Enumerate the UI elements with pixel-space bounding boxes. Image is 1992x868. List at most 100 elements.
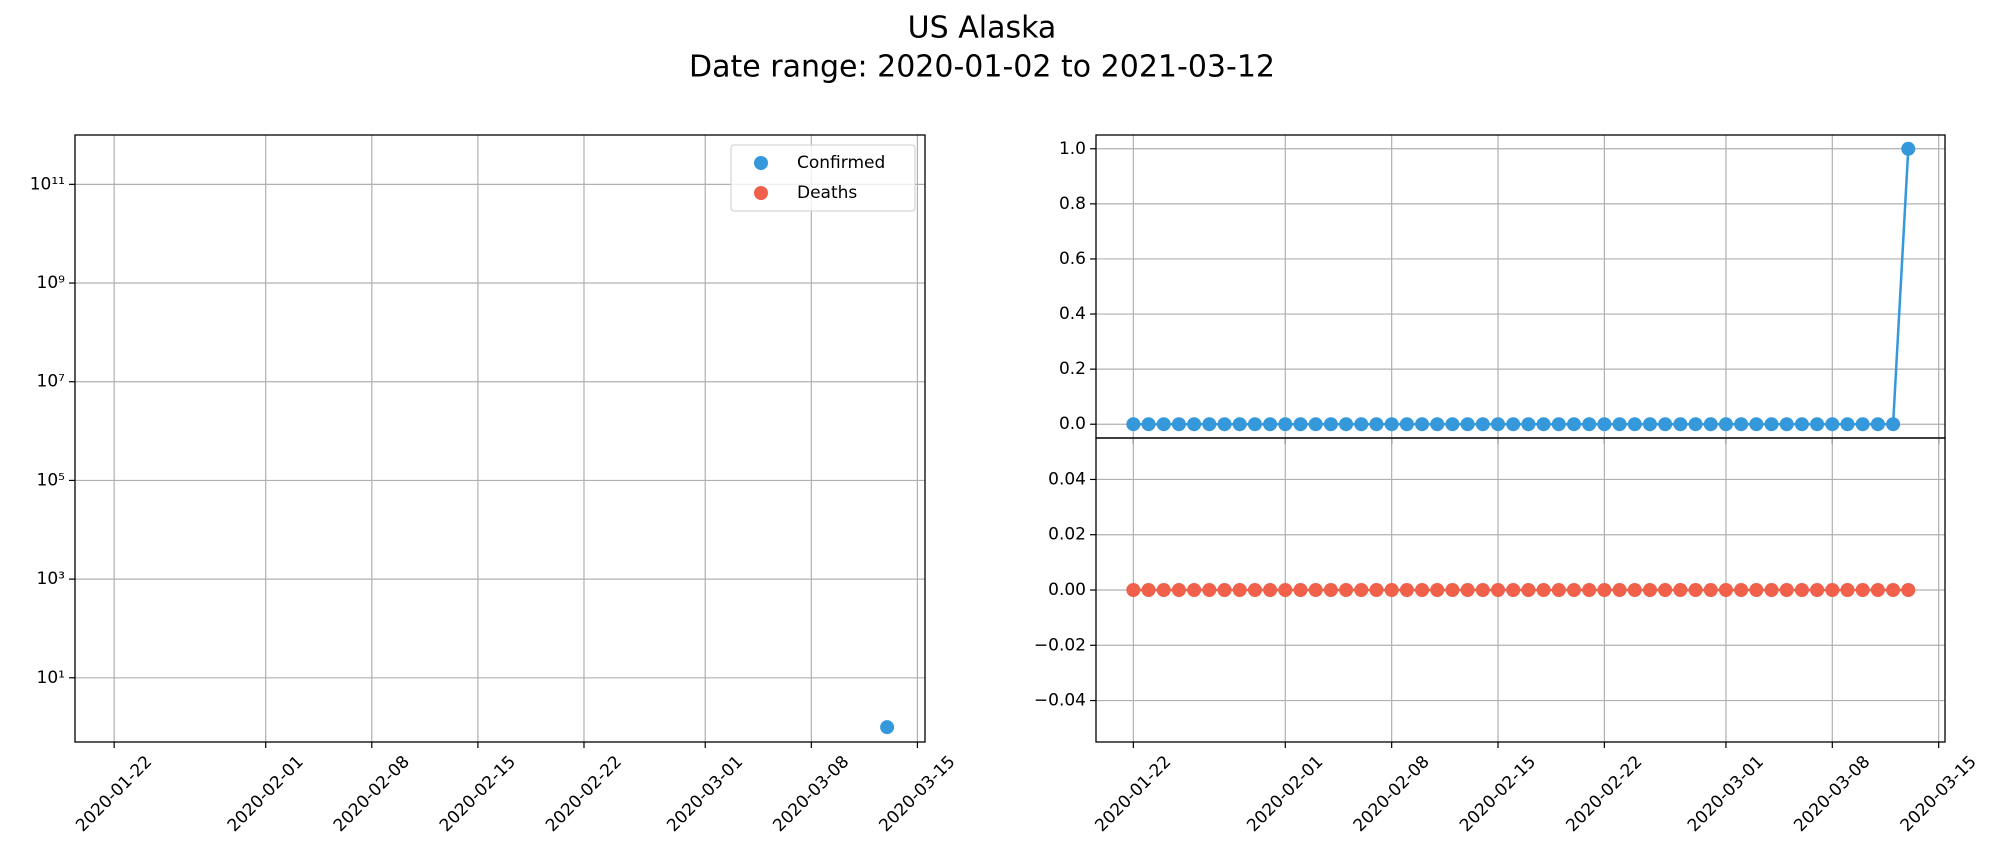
x-tick-label: 2020-02-22 <box>542 752 626 836</box>
data-point <box>1749 417 1764 432</box>
data-point <box>1475 417 1490 432</box>
data-point <box>1521 583 1536 597</box>
x-tick-label: 2020-02-08 <box>330 752 414 836</box>
y-tick-label: 10¹¹ <box>30 174 65 194</box>
data-point <box>1126 583 1141 597</box>
data-point <box>1627 417 1642 432</box>
data-point <box>1354 583 1369 597</box>
data-point <box>1734 583 1749 597</box>
data-point <box>1536 583 1551 597</box>
data-point <box>1749 583 1764 597</box>
y-tick-label: −0.02 <box>1034 635 1086 655</box>
data-point <box>1232 583 1247 597</box>
data-point <box>1126 417 1141 432</box>
data-point <box>1263 583 1278 597</box>
data-point <box>1718 417 1733 432</box>
data-point <box>1855 417 1870 432</box>
data-point <box>1506 583 1521 597</box>
data-point <box>1156 583 1171 597</box>
axes: 2020-01-22 2020-02-01 2020-02-08 2020-02-15… <box>1034 437 1981 836</box>
y-tick-label: 0.6 <box>1059 249 1086 269</box>
legend: Confirmed Deaths <box>730 144 916 212</box>
data-point <box>1794 583 1809 597</box>
data-point <box>1171 417 1186 432</box>
legend-box <box>730 144 916 212</box>
data-point <box>1855 583 1870 597</box>
y-tick-label: 10⁹ <box>37 273 66 293</box>
data-point <box>1156 417 1171 432</box>
y-tick-label: 10⁷ <box>37 372 66 392</box>
data-point <box>1293 583 1308 597</box>
data-point <box>1597 417 1612 432</box>
data-point <box>1597 583 1612 597</box>
axes-frame <box>1095 134 1946 439</box>
x-tick-label: 2020-03-15 <box>1897 752 1981 836</box>
data-point <box>1308 583 1323 597</box>
x-tick-label: 2020-03-08 <box>769 752 853 836</box>
data-point <box>1840 583 1855 597</box>
data-point <box>1460 583 1475 597</box>
data-point <box>1491 417 1506 432</box>
data-point <box>1187 417 1202 432</box>
data-point <box>1141 417 1156 432</box>
data-point <box>1886 583 1901 597</box>
data-point <box>1369 417 1384 432</box>
data-point <box>1217 417 1232 432</box>
data-point <box>1566 417 1581 432</box>
plot-area <box>1126 583 1916 597</box>
axes: 2020-01-22 2020-02-01 2020-02-08 2020-02-15… <box>30 134 959 836</box>
data-point <box>1870 583 1885 597</box>
data-point <box>1369 583 1384 597</box>
data-point <box>1399 583 1414 597</box>
data-point <box>1217 583 1232 597</box>
data-point <box>1339 417 1354 432</box>
data-point <box>1445 583 1460 597</box>
data-point <box>1810 583 1825 597</box>
x-tick-label: 2020-02-01 <box>1243 752 1327 836</box>
x-tick-label: 2020-02-15 <box>436 752 520 836</box>
data-point <box>1582 417 1597 432</box>
x-tick-label: 2020-02-08 <box>1350 752 1434 836</box>
legend-label: Confirmed <box>797 153 885 173</box>
y-tick-label: 1.0 <box>1059 139 1086 159</box>
data-point <box>1764 417 1779 432</box>
data-point <box>1415 417 1430 432</box>
data-point <box>1323 583 1338 597</box>
data-point <box>1323 417 1338 432</box>
data-point <box>1506 417 1521 432</box>
data-point <box>1642 417 1657 432</box>
data-point <box>1658 417 1673 432</box>
data-point <box>1399 417 1414 432</box>
data-point <box>1171 583 1186 597</box>
x-tick-label: 2020-03-01 <box>663 752 747 836</box>
data-point <box>1521 417 1536 432</box>
data-point <box>1551 583 1566 597</box>
data-point <box>1779 417 1794 432</box>
data-point <box>1901 583 1916 597</box>
data-point <box>1384 583 1399 597</box>
data-point <box>1764 583 1779 597</box>
data-point <box>1901 141 1916 156</box>
axes-frame <box>1095 437 1946 743</box>
data-point <box>1354 417 1369 432</box>
suptitle: US Alaska <box>908 11 1057 46</box>
data-point <box>1566 583 1581 597</box>
data-point <box>880 720 895 735</box>
data-point <box>1688 583 1703 597</box>
legend-marker <box>754 156 768 170</box>
data-point <box>1794 417 1809 432</box>
data-point <box>1734 417 1749 432</box>
suptitle-subtitle: Date range: 2020-01-02 to 2021-03-12 <box>689 50 1275 85</box>
data-point <box>1232 417 1247 432</box>
data-point <box>1278 417 1293 432</box>
data-point <box>1187 583 1202 597</box>
plot-area <box>1126 141 1916 432</box>
data-point <box>1141 583 1156 597</box>
data-point <box>1886 417 1901 432</box>
data-point <box>1551 417 1566 432</box>
data-point <box>1460 417 1475 432</box>
data-point <box>1445 417 1460 432</box>
data-point <box>1293 417 1308 432</box>
axes: 0.0 0.2 0.4 0.6 0.8 1.0 <box>1059 134 1946 444</box>
data-point <box>1430 417 1445 432</box>
